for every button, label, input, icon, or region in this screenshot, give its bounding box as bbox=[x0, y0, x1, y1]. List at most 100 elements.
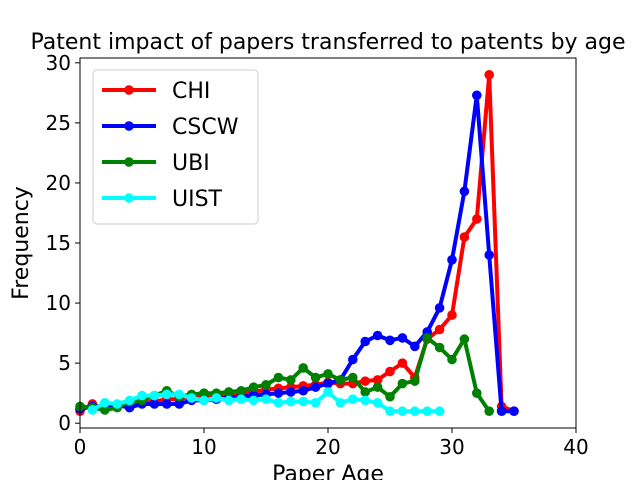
data-point-cscw bbox=[348, 354, 358, 365]
data-point-ubi bbox=[447, 354, 457, 365]
data-point-chi bbox=[472, 214, 482, 224]
data-point-uist bbox=[422, 406, 433, 416]
y-tick-label: 0 bbox=[58, 411, 71, 435]
data-point-ubi bbox=[372, 382, 383, 392]
legend-box bbox=[92, 69, 259, 225]
data-point-ubi bbox=[472, 388, 482, 398]
legend-marker bbox=[124, 157, 134, 167]
y-tick-label: 5 bbox=[58, 351, 71, 375]
data-point-cscw bbox=[496, 406, 507, 416]
ticks: 0 10 20 30 40 0 5 10 15 20 25 30 bbox=[46, 51, 589, 459]
legend-marker bbox=[124, 85, 134, 95]
legend-label: UIST bbox=[172, 187, 223, 212]
data-point-uist bbox=[211, 393, 222, 403]
data-point-uist bbox=[224, 395, 234, 406]
data-point-ubi bbox=[484, 406, 495, 416]
data-point-cscw bbox=[360, 336, 371, 347]
legend-label: CSCW bbox=[172, 115, 239, 140]
legend-item-cscw: CSCW bbox=[102, 115, 239, 140]
data-point-uist bbox=[124, 395, 135, 406]
data-point-cscw bbox=[273, 388, 284, 398]
data-point-uist bbox=[100, 397, 110, 408]
data-point-uist bbox=[87, 405, 98, 415]
data-point-cscw bbox=[385, 335, 395, 346]
x-tick-label: 30 bbox=[439, 435, 464, 459]
y-axis-label: Frequency bbox=[9, 186, 34, 300]
legend-marker bbox=[124, 121, 134, 131]
x-tick-label: 10 bbox=[191, 435, 216, 459]
data-point-chi bbox=[484, 70, 495, 80]
data-point-ubi bbox=[298, 363, 309, 373]
data-point-ubi bbox=[434, 342, 445, 353]
data-point-uist bbox=[162, 389, 172, 400]
data-point-uist bbox=[397, 406, 408, 416]
data-point-uist bbox=[137, 390, 147, 401]
x-axis-label: Paper Age bbox=[272, 462, 384, 480]
data-point-cscw bbox=[310, 382, 321, 392]
data-point-ubi bbox=[248, 382, 259, 392]
data-point-cscw bbox=[434, 303, 445, 313]
data-point-cscw bbox=[447, 255, 457, 265]
legend-marker bbox=[124, 193, 134, 203]
data-point-ubi bbox=[323, 369, 333, 379]
data-point-cscw bbox=[509, 406, 519, 416]
data-point-cscw bbox=[149, 399, 160, 409]
legend-label: UBI bbox=[172, 151, 210, 176]
data-point-cscw bbox=[286, 387, 296, 397]
data-point-ubi bbox=[397, 378, 408, 389]
y-tick-label: 20 bbox=[46, 171, 71, 195]
data-point-uist bbox=[286, 396, 296, 407]
data-point-uist bbox=[348, 394, 358, 404]
data-point-chi bbox=[397, 358, 408, 368]
data-point-ubi bbox=[459, 334, 470, 344]
y-tick-label: 30 bbox=[46, 51, 71, 75]
data-point-ubi bbox=[236, 385, 246, 396]
data-point-uist bbox=[248, 395, 259, 406]
y-tick-label: 25 bbox=[46, 111, 71, 135]
y-tick-label: 15 bbox=[46, 231, 71, 255]
data-point-uist bbox=[149, 390, 160, 401]
data-point-ubi bbox=[286, 375, 296, 385]
series-line-ubi bbox=[79, 335, 491, 413]
data-point-cscw bbox=[323, 378, 333, 389]
data-point-chi bbox=[360, 376, 371, 386]
data-point-uist bbox=[372, 397, 383, 408]
data-point-uist bbox=[434, 406, 445, 416]
data-point-uist bbox=[298, 396, 309, 407]
data-point-ubi bbox=[310, 372, 321, 383]
data-point-ubi bbox=[261, 379, 271, 390]
data-point-uist bbox=[174, 389, 184, 400]
data-point-cscw bbox=[472, 90, 482, 101]
data-point-chi bbox=[459, 232, 470, 242]
data-point-ubi bbox=[273, 372, 284, 383]
data-point-chi bbox=[385, 366, 395, 377]
data-point-uist bbox=[112, 399, 122, 409]
data-point-ubi bbox=[360, 387, 371, 397]
data-point-cscw bbox=[298, 385, 309, 396]
chart-title: Patent impact of papers transferred to p… bbox=[30, 30, 625, 55]
y-tick-label: 10 bbox=[46, 291, 71, 315]
legend-item-chi: CHI bbox=[102, 79, 210, 104]
x-tick-label: 40 bbox=[563, 435, 588, 459]
data-point-cscw bbox=[372, 330, 383, 341]
data-point-uist bbox=[199, 395, 209, 406]
data-point-uist bbox=[410, 406, 420, 416]
legend-item-ubi: UBI bbox=[102, 151, 210, 176]
data-point-cscw bbox=[174, 399, 184, 409]
data-point-ubi bbox=[199, 388, 209, 398]
legend-item-uist: UIST bbox=[102, 187, 223, 212]
legend-label: CHI bbox=[172, 79, 210, 104]
data-point-uist bbox=[335, 397, 346, 408]
data-point-uist bbox=[261, 394, 271, 404]
data-point-cscw bbox=[484, 250, 495, 260]
data-point-chi bbox=[434, 324, 445, 335]
data-point-uist bbox=[385, 406, 395, 416]
data-point-ubi bbox=[348, 372, 358, 383]
x-tick-label: 20 bbox=[315, 435, 340, 459]
data-point-uist bbox=[236, 394, 246, 404]
data-point-uist bbox=[323, 387, 333, 397]
data-point-ubi bbox=[335, 375, 346, 385]
x-tick-label: 0 bbox=[74, 435, 87, 459]
data-point-uist bbox=[186, 393, 197, 403]
